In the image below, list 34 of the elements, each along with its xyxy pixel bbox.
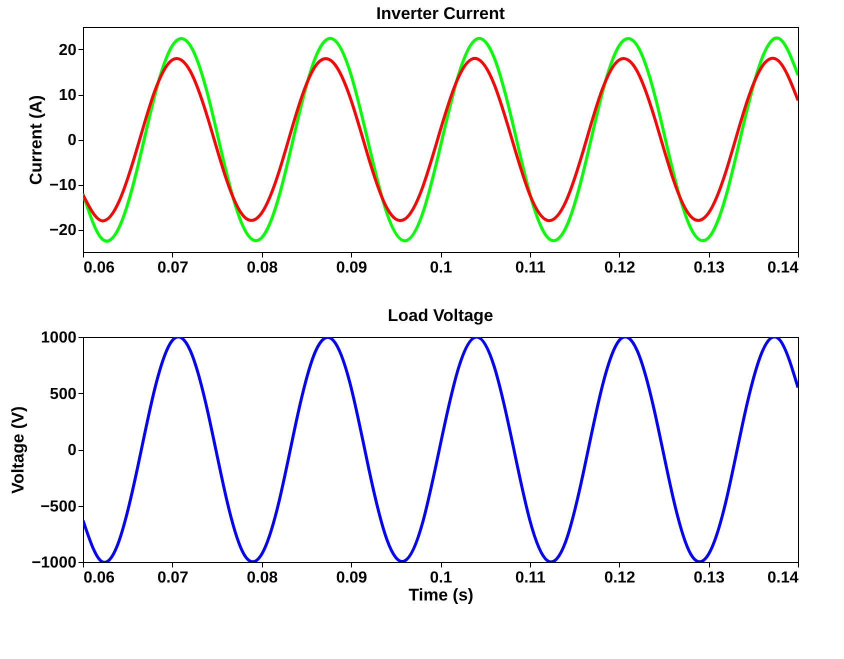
x-tick-label: 0.1 [430,260,452,276]
x-tick-label: 0.14 [767,570,799,586]
x-tick-label: 0.1 [430,570,452,586]
y-tick-label: 0 [68,442,77,459]
x-tick-label: 0.07 [157,570,189,586]
y-tick-label: 10 [58,87,77,104]
y-tick-label: −1000 [32,554,77,572]
x-tick-label: 0.09 [336,260,368,276]
x-tick-label: 0.11 [515,260,546,276]
chart-title: Inverter Current [376,4,506,23]
y-tick-label: 20 [58,42,77,59]
y-axis-title: Current (A) [26,95,46,185]
x-tick-label: 0.11 [515,570,546,586]
x-tick-label: 0.12 [604,260,636,276]
chart-title: Load Voltage [388,306,494,325]
y-tick-label: 1000 [40,330,77,346]
y-tick-label: 500 [50,386,77,403]
x-tick-label: 0.06 [84,570,115,586]
x-tick-label: 0.09 [336,570,368,586]
x-tick-label: 0.08 [246,260,278,276]
x-tick-label: 0.13 [694,260,725,276]
x-tick-label: 0.07 [157,260,189,276]
x-tick-label: 0.08 [246,570,278,586]
y-tick-label: −20 [49,222,77,239]
line-series [83,56,798,222]
x-tick-label: 0.06 [84,260,115,276]
y-tick-label: −10 [49,177,77,194]
y-tick-label: −500 [40,498,77,516]
x-tick-label: 0.13 [694,570,725,586]
x-tick-label: 0.12 [604,570,636,586]
y-axis-title: Voltage (V) [8,406,28,494]
x-tick-label: 0.14 [767,260,799,276]
x-axis-title: Time (s) [408,586,474,604]
y-tick-label: 0 [68,132,77,149]
